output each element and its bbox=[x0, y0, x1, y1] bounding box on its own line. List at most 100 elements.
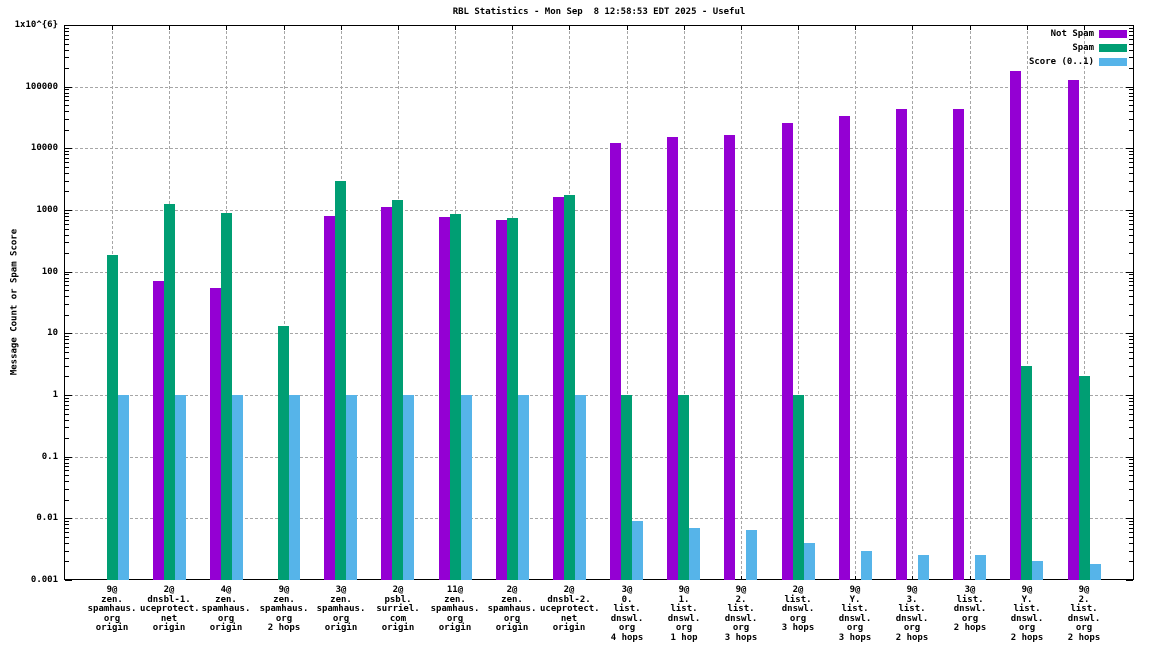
y-minor-tick bbox=[65, 111, 69, 112]
y-minor-tick bbox=[65, 481, 69, 482]
y-major-tick bbox=[1126, 210, 1133, 211]
y-minor-tick bbox=[65, 68, 69, 69]
y-minor-tick bbox=[1129, 409, 1133, 410]
x-category-label: 11@ zen. spamhaus. org origin bbox=[426, 585, 484, 634]
x-gridline bbox=[970, 26, 971, 579]
y-minor-tick bbox=[65, 242, 69, 243]
y-minor-tick bbox=[1129, 561, 1133, 562]
y-minor-tick bbox=[1129, 158, 1133, 159]
x-category-label-line: 9@ bbox=[906, 585, 918, 595]
y-minor-tick bbox=[65, 427, 69, 428]
y-minor-tick bbox=[65, 105, 69, 106]
y-minor-tick bbox=[1129, 420, 1133, 421]
y-minor-tick bbox=[1129, 130, 1133, 131]
bar-spam bbox=[221, 213, 232, 580]
y-minor-tick bbox=[65, 537, 69, 538]
y-minor-tick bbox=[1129, 459, 1133, 460]
y-major-tick bbox=[1126, 148, 1133, 149]
x-category-label-line: psbl. bbox=[384, 594, 412, 605]
x-category-label-line: 4@ bbox=[220, 585, 232, 595]
y-minor-tick bbox=[65, 500, 69, 501]
y-minor-tick bbox=[65, 438, 69, 439]
bar-not-spam bbox=[953, 109, 964, 580]
y-minor-tick bbox=[1129, 405, 1133, 406]
x-category-label-line: 4 hops bbox=[610, 632, 644, 643]
x-category-label-line: net bbox=[560, 613, 578, 624]
y-major-tick bbox=[1126, 272, 1133, 273]
y-gridline bbox=[65, 395, 1133, 396]
y-minor-tick bbox=[65, 521, 69, 522]
y-minor-tick bbox=[1129, 347, 1133, 348]
x-category-label-line: org bbox=[275, 613, 293, 624]
x-tick bbox=[970, 26, 971, 30]
x-category-label-line: list. bbox=[956, 594, 984, 605]
x-category-label-line: list. bbox=[898, 604, 926, 614]
y-minor-tick bbox=[65, 401, 69, 402]
x-category-label-line: 1 hop bbox=[670, 632, 698, 643]
bar-spam bbox=[678, 395, 689, 580]
x-category-label-line: zen. bbox=[501, 594, 523, 605]
bar-score-0-1 bbox=[746, 530, 757, 580]
y-minor-tick bbox=[1129, 119, 1133, 120]
x-category-label-line: org bbox=[332, 613, 350, 624]
x-category-label-line: dnswl. bbox=[953, 604, 987, 614]
x-category-label-line: 3. bbox=[906, 594, 918, 605]
x-gridline bbox=[627, 26, 628, 579]
y-minor-tick bbox=[65, 343, 69, 344]
y-minor-tick bbox=[65, 290, 69, 291]
x-category-label: 3@ list. dnswl. org 2 hops bbox=[941, 585, 999, 634]
y-minor-tick bbox=[65, 358, 69, 359]
x-category-label-line: dnsbl-1. bbox=[147, 594, 191, 605]
x-category-label-line: 1. bbox=[678, 594, 690, 605]
x-category-label-line: org bbox=[789, 613, 807, 624]
y-major-tick bbox=[1126, 518, 1133, 519]
x-gridline bbox=[912, 26, 913, 579]
y-minor-tick bbox=[1129, 278, 1133, 279]
y-minor-tick bbox=[65, 162, 69, 163]
y-minor-tick bbox=[1129, 173, 1133, 174]
y-minor-tick bbox=[1129, 528, 1133, 529]
bar-spam bbox=[793, 395, 804, 580]
y-tick-label: 1x10^{6} bbox=[14, 20, 58, 30]
x-category-label-line: 0. bbox=[621, 594, 633, 605]
y-minor-tick bbox=[65, 352, 69, 353]
bar-spam bbox=[1079, 376, 1090, 580]
x-category-label-line: org bbox=[217, 613, 235, 624]
y-minor-tick bbox=[65, 466, 69, 467]
x-category-label-line: uceprotect. bbox=[540, 604, 600, 614]
y-minor-tick bbox=[1129, 537, 1133, 538]
y-minor-tick bbox=[65, 281, 69, 282]
x-category-label-line: zen. bbox=[215, 594, 237, 605]
x-category-label: 9@ zen. spamhaus. org 2 hops bbox=[255, 585, 313, 634]
x-category-label-line: spamhaus. bbox=[259, 604, 309, 614]
y-minor-tick bbox=[1129, 253, 1133, 254]
y-minor-tick bbox=[1129, 224, 1133, 225]
y-minor-tick bbox=[65, 528, 69, 529]
y-minor-tick bbox=[65, 229, 69, 230]
x-category-label: 9@ zen. spamhaus. org origin bbox=[83, 585, 141, 634]
y-minor-tick bbox=[1129, 551, 1133, 552]
x-category-label-line: 2@ bbox=[792, 585, 804, 595]
y-major-tick bbox=[65, 25, 72, 26]
y-minor-tick bbox=[65, 409, 69, 410]
y-major-tick bbox=[1126, 87, 1133, 88]
y-minor-tick bbox=[1129, 111, 1133, 112]
y-minor-tick bbox=[1129, 366, 1133, 367]
x-category-label-line: org bbox=[732, 623, 750, 633]
x-category-label-line: dnswl. bbox=[1010, 613, 1044, 624]
y-gridline bbox=[65, 148, 1133, 149]
x-tick bbox=[798, 26, 799, 30]
bar-not-spam bbox=[439, 217, 450, 580]
x-category-label-line: 2. bbox=[1078, 594, 1090, 605]
bar-spam bbox=[107, 255, 118, 580]
y-minor-tick bbox=[1129, 481, 1133, 482]
x-category-label-line: surriel. bbox=[376, 604, 420, 614]
x-category-label-line: spamhaus. bbox=[201, 604, 251, 614]
x-category-label-line: net bbox=[160, 613, 178, 624]
bar-not-spam bbox=[553, 197, 564, 580]
x-category-label: 2@ zen. spamhaus. org origin bbox=[483, 585, 541, 634]
bar-not-spam bbox=[1010, 71, 1021, 580]
y-minor-tick bbox=[65, 315, 69, 316]
y-minor-tick bbox=[1129, 339, 1133, 340]
x-tick bbox=[912, 26, 913, 30]
